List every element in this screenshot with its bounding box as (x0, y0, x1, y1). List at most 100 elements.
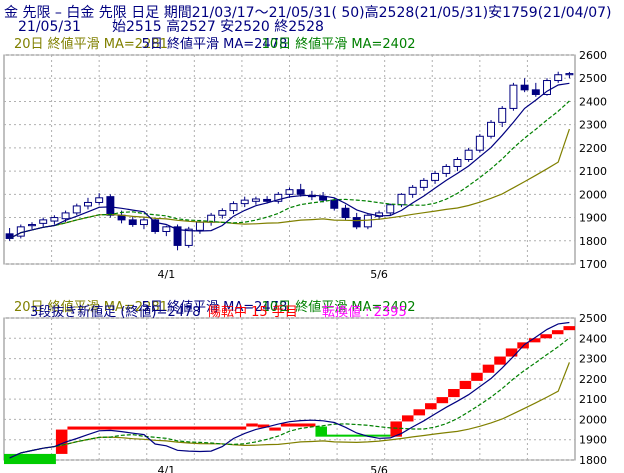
candle-body (184, 228, 193, 246)
candle-body (431, 172, 440, 181)
candle-body (240, 199, 249, 205)
candle-body (363, 214, 372, 228)
brick (540, 334, 552, 339)
y-tick-label: 1700 (579, 258, 607, 271)
x-tick-label: 5/6 (370, 464, 388, 473)
y-tick-label: 1800 (579, 454, 607, 467)
candle-body (195, 221, 204, 231)
candle-body (330, 199, 339, 209)
candle-body (285, 189, 294, 195)
y-tick-label: 2400 (579, 332, 607, 345)
brick (471, 372, 483, 381)
candle-body (475, 135, 484, 151)
brick (55, 429, 68, 454)
legend-entry: 5日 終値平滑 MA=2478 (142, 299, 288, 315)
y-tick-label: 2600 (579, 49, 607, 62)
candle-body (386, 204, 395, 214)
candle-body (251, 198, 260, 202)
brick (257, 424, 270, 428)
brick (482, 364, 495, 373)
candle-body (464, 149, 473, 160)
brick (459, 380, 472, 389)
candle-body (487, 121, 496, 137)
candle-body (83, 201, 92, 207)
x-tick-label: 4/1 (157, 464, 175, 473)
y-tick-label: 2500 (579, 312, 607, 325)
brick (448, 389, 460, 398)
brick (315, 426, 327, 437)
candle-body (319, 196, 328, 201)
candle-body (531, 89, 540, 95)
y-tick-label: 2100 (579, 393, 607, 406)
ma10-line-lower (9, 337, 570, 459)
legend-entry: 20日 終値平滑 MA=2281 (14, 36, 168, 52)
candle-body (565, 73, 574, 76)
brick (505, 348, 518, 357)
candle-body (453, 159, 462, 167)
header-line-2: 21/05/31 始2515 高2527 安2520 終2528 (18, 19, 324, 35)
candle-body (397, 193, 406, 206)
candle-body (442, 165, 451, 174)
y-tick-label: 2300 (579, 119, 607, 132)
candle-body (218, 210, 227, 216)
ma10-line (9, 100, 570, 240)
brick (326, 434, 391, 437)
candle-body (498, 107, 507, 123)
candle-body (28, 224, 36, 227)
y-tick-label: 1800 (579, 235, 607, 248)
candle-body (139, 219, 148, 226)
brick (280, 423, 316, 427)
candle-body (543, 80, 551, 95)
brick (436, 397, 449, 404)
y-tick-label: 2400 (579, 95, 607, 108)
brick (494, 356, 506, 365)
brick (413, 409, 426, 416)
header-line-1: 金 先限 – 白金 先限 日足 期間21/03/17～21/05/31( 50)… (4, 5, 612, 21)
brick (551, 330, 564, 335)
y-tick-label: 2100 (579, 165, 607, 178)
candle-body (128, 219, 137, 226)
candle-body (263, 198, 272, 202)
ma5-line-lower (9, 321, 570, 459)
three-line-label: 3段抜き新値足 (終値)=2478 (30, 304, 201, 320)
candle-body (72, 205, 81, 214)
candle-body (554, 74, 563, 82)
reversal-value: 転換値 : 2395 (322, 304, 407, 320)
candle-body (509, 84, 518, 109)
candle-body (520, 84, 529, 91)
ma5-line (9, 82, 570, 240)
candle-body (162, 226, 171, 232)
brick (401, 415, 414, 422)
legend-entry: 10日 終値平滑 MA=2402 (262, 299, 416, 315)
brick (528, 338, 541, 343)
candle-body (106, 196, 115, 216)
legend-entry: 5日 終値平滑 MA=2478 (142, 36, 288, 52)
candle-body (173, 226, 182, 246)
trend-status: 陽転中 15 手目 (208, 305, 298, 320)
y-tick-label: 2300 (579, 353, 607, 366)
candle-body (352, 217, 361, 228)
legend-entry: 10日 終値平滑 MA=2402 (262, 36, 416, 52)
legend-entry: 20日 終値平滑 MA=2281 (14, 299, 168, 315)
x-tick-label: 5/6 (370, 268, 388, 281)
candle-body (151, 219, 160, 232)
candle-body (229, 203, 238, 212)
candle-body (39, 219, 48, 224)
brick (67, 426, 247, 430)
y-tick-label: 1900 (579, 212, 607, 225)
candle-body (296, 189, 305, 195)
brick (269, 427, 281, 431)
brick (4, 453, 56, 465)
candle-body (61, 212, 70, 220)
ma20-line-lower (9, 362, 570, 459)
candle-body (50, 217, 59, 222)
y-tick-label: 2000 (579, 413, 607, 426)
y-tick-label: 2000 (579, 188, 607, 201)
candle-body (419, 179, 428, 188)
candle-body (408, 186, 417, 195)
y-tick-label: 2500 (579, 72, 607, 85)
y-tick-label: 2200 (579, 142, 607, 155)
brick (390, 421, 402, 437)
brick (563, 326, 575, 331)
